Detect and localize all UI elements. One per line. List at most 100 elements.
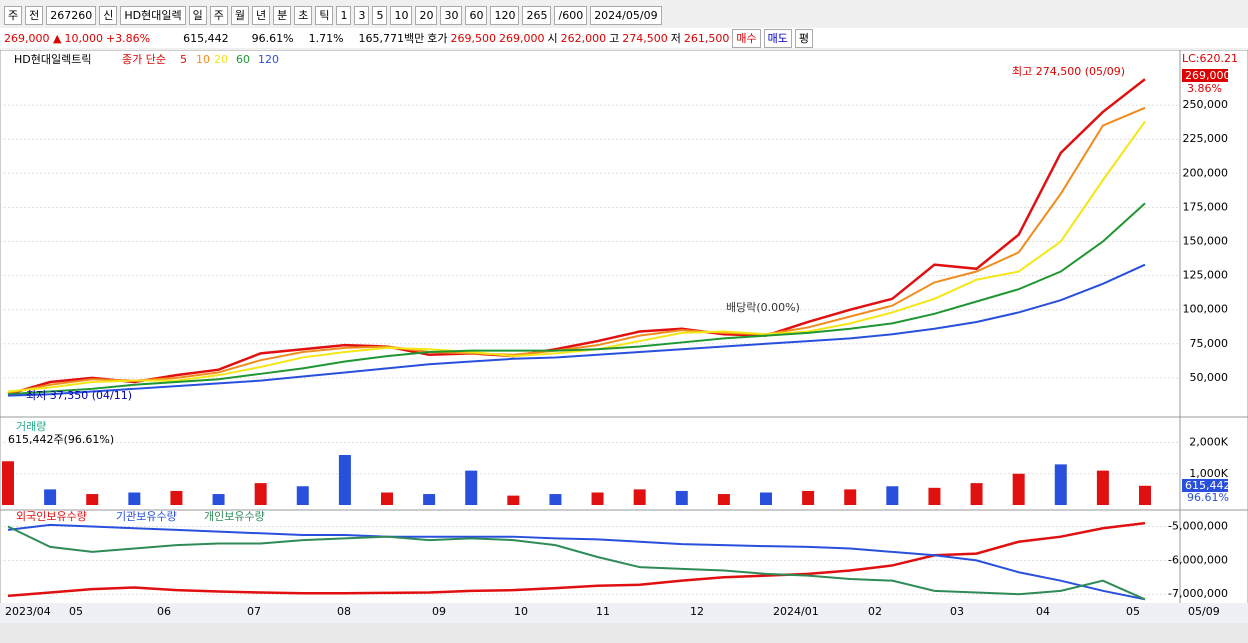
volume-rate: 96.61% — [251, 31, 294, 45]
bid: 269,000 — [499, 31, 545, 45]
toolbar-item[interactable]: 틱 — [315, 5, 334, 25]
label: 고 — [609, 32, 620, 45]
toolbar-item[interactable]: 주 — [209, 5, 228, 25]
chart-title: HD현대일렉트릭 — [14, 52, 91, 66]
y-tick-label: 250,000 — [1183, 98, 1229, 111]
x-tick-label: 02 — [868, 605, 882, 618]
y-tick-label: 175,000 — [1183, 200, 1229, 213]
annotation: 최고 274,500 (05/09) — [1012, 65, 1125, 78]
legend-entry: 5 — [180, 53, 187, 66]
volume-bar — [675, 490, 688, 505]
volume-bar — [465, 470, 478, 505]
legend-entry: 외국인보유수량 — [16, 510, 87, 523]
ask: 269,500 — [450, 31, 497, 45]
low: 261,500 — [683, 31, 730, 45]
price: 269,000 ▲ — [4, 31, 62, 45]
x-tick-label: 06 — [157, 605, 171, 618]
toolbar-item[interactable]: 60 — [465, 5, 488, 25]
buy-button[interactable]: 매수 — [732, 28, 761, 48]
toolbar-item[interactable]: 3 — [354, 5, 370, 25]
x-tick-label: 2024/01 — [773, 605, 819, 618]
volume-bar — [296, 486, 309, 505]
volume-bar — [44, 489, 57, 505]
volume-bar — [338, 455, 351, 505]
vol-box — [1182, 479, 1228, 492]
volume-bar — [591, 492, 604, 505]
series-line — [7, 106, 1146, 394]
legend-entry: 20 — [214, 53, 228, 66]
toolbar-item[interactable]: 30 — [440, 5, 463, 25]
volume-bar — [1096, 470, 1109, 505]
rate: +3.86% — [105, 31, 151, 45]
chart-bg — [0, 50, 1248, 624]
volume-bar — [886, 486, 899, 505]
series-line — [7, 525, 1146, 601]
volume-bar — [423, 494, 436, 505]
y-tick-label: 2,000K — [1189, 436, 1228, 449]
volume-bar — [633, 489, 646, 505]
toolbar-item[interactable]: 초 — [294, 5, 313, 25]
y-tick-label: -7,000,000 — [1168, 587, 1228, 600]
open: 262,000 — [560, 31, 607, 45]
legend-entry: 60 — [236, 53, 250, 66]
volume-bar — [802, 490, 815, 505]
toolbar-item[interactable]: 주 — [4, 5, 23, 25]
y-tick-label: 100,000 — [1183, 303, 1229, 316]
x-tick-label: 08 — [337, 605, 351, 618]
volume-bar — [844, 489, 857, 505]
toolbar-item[interactable]: 분 — [273, 5, 292, 25]
toolbar-item[interactable]: 1 — [336, 5, 352, 25]
label: 호가 — [427, 32, 448, 45]
volume-bar — [928, 487, 941, 505]
y-tick-label: 1,000K — [1189, 467, 1228, 480]
toolbar-item[interactable]: 265 — [522, 5, 552, 25]
x-tick-label: 05 — [69, 605, 83, 618]
toolbar-item[interactable]: 년 — [251, 5, 271, 25]
toolbar-item[interactable]: 월 — [230, 5, 249, 25]
volume-bar — [381, 492, 393, 505]
series-line — [7, 521, 1146, 598]
annotation: 배당락(0.00%) — [726, 301, 800, 314]
series-line — [7, 523, 1146, 601]
info-bar: 269,000 ▲ 10,000 +3.86% 615,442 96.61% 1… — [0, 28, 1248, 48]
y-tick-label: -5,000,000 — [1168, 520, 1228, 533]
toolbar-item[interactable]: 전 — [25, 5, 44, 25]
series-line — [7, 120, 1146, 393]
toolbar-item[interactable]: 신 — [99, 5, 118, 25]
legend-entry: 기관보유수량 — [116, 510, 177, 523]
volume-bar — [128, 492, 141, 505]
volume-bar — [86, 494, 99, 505]
eval-button[interactable]: 평 — [794, 28, 814, 48]
toolbar-item[interactable]: 일 — [188, 5, 207, 25]
change: 10,000 — [64, 31, 103, 45]
x-tick-label: 10 — [514, 605, 528, 618]
x-tick-label: 07 — [247, 605, 261, 618]
toolbar-item[interactable]: /600 — [554, 5, 588, 25]
toolbar-item[interactable]: HD현대일렉 — [120, 5, 186, 25]
volume-bar — [507, 495, 520, 505]
toolbar-item[interactable]: 120 — [490, 5, 520, 25]
volume-bar — [2, 461, 14, 505]
chart: 50,000 75,000 100,000 125,000 150,000 175,000… — [0, 50, 1248, 643]
x-tick-label: 05 — [1126, 605, 1140, 618]
right-label: LC:620.21 — [1182, 52, 1238, 65]
volume-bar — [170, 490, 183, 505]
sell-button[interactable]: 매도 — [763, 28, 792, 48]
toolbar-item[interactable]: 5 — [372, 5, 388, 25]
high: 274,500 — [622, 31, 668, 45]
x-tick-label: 04 — [1036, 605, 1050, 618]
x-tick-label: 11 — [596, 605, 610, 618]
legend-entry: 개인보유수량 — [204, 510, 265, 523]
toolbar-item[interactable]: 20 — [415, 5, 438, 25]
indicator: 종가 단순 — [122, 53, 166, 66]
y-tick-label: 125,000 — [1183, 269, 1229, 282]
volume-bar — [254, 483, 267, 505]
right-label: 96.61% — [1187, 491, 1229, 504]
toolbar-item[interactable]: 267260 — [46, 5, 97, 25]
volume-bar — [760, 492, 772, 505]
volume-bar — [549, 494, 562, 505]
toolbar-item[interactable]: 2024/05/09 — [590, 5, 662, 25]
toolbar-item[interactable]: 10 — [390, 5, 413, 25]
volume-bar — [717, 494, 730, 505]
